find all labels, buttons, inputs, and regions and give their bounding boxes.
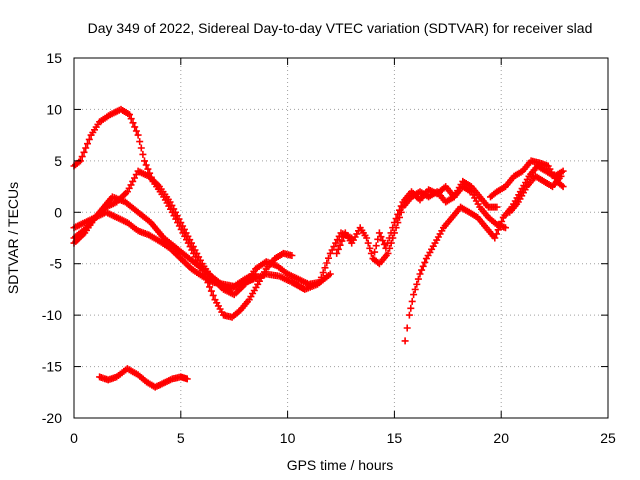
y-tick-label: -10 (42, 307, 62, 323)
y-tick-label: -15 (42, 359, 62, 375)
x-tick-label: 15 (387, 430, 403, 446)
chart-title: Day 349 of 2022, Sidereal Day-to-day VTE… (88, 20, 593, 36)
y-tick-label: -20 (42, 410, 62, 426)
data-point-markers (70, 208, 260, 290)
plot-frame (73, 57, 609, 419)
data-points (70, 105, 567, 391)
x-tick-label: 0 (70, 430, 78, 446)
series-track-g (369, 177, 501, 263)
axis-ticks: 0 5 10 15 20 25 -20 -15 -10 -5 0 5 10 15 (42, 50, 616, 446)
data-point-markers (369, 177, 501, 263)
y-tick-label: -5 (50, 256, 63, 272)
data-point-markers (96, 365, 191, 391)
y-tick-label: 15 (46, 50, 62, 66)
y-tick-label: 0 (54, 204, 62, 220)
series-track-j (506, 172, 565, 216)
data-point-markers (506, 172, 565, 216)
x-tick-label: 5 (177, 430, 185, 446)
y-tick-label: 10 (46, 101, 62, 117)
x-tick-label: 10 (280, 430, 296, 446)
grid-lines (74, 58, 608, 418)
x-tick-label: 20 (493, 430, 509, 446)
series-track-e (96, 365, 191, 391)
y-tick-label: 5 (54, 153, 62, 169)
x-axis-label: GPS time / hours (287, 457, 394, 473)
series-track-d (70, 208, 260, 290)
x-tick-label: 25 (600, 430, 616, 446)
y-axis-label: SDTVAR / TECUs (5, 182, 21, 294)
